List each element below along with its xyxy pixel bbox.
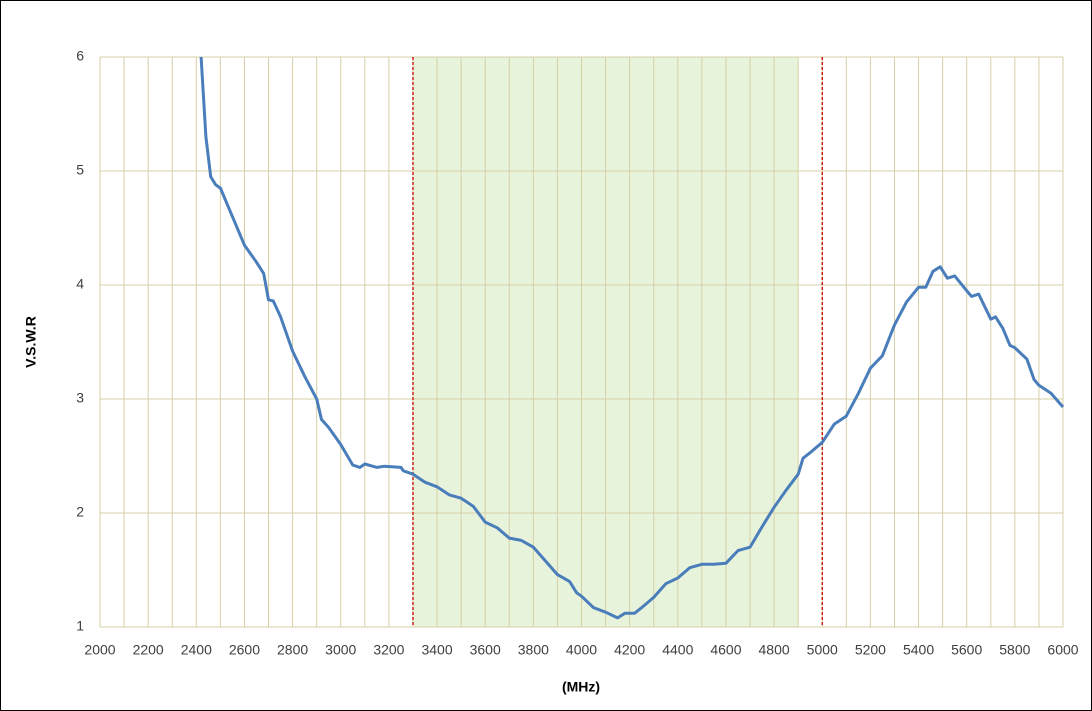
y-tick-label: 3 xyxy=(76,390,84,406)
data-line xyxy=(199,56,1065,620)
x-tick-label: 3400 xyxy=(421,642,452,658)
y-tick-label: 2 xyxy=(76,504,84,520)
x-tick-label: 2200 xyxy=(133,642,164,658)
x-tick-label: 4200 xyxy=(614,642,645,658)
x-tick-label: 4400 xyxy=(662,642,693,658)
y-tick-label: 4 xyxy=(76,276,84,292)
x-tick-label: 3000 xyxy=(325,642,356,658)
y-tick-label: 1 xyxy=(76,618,84,634)
x-tick-label: 4000 xyxy=(566,642,597,658)
x-axis-label: (MHz) xyxy=(562,679,600,695)
x-tick-label: 4600 xyxy=(710,642,741,658)
x-tick-label: 2800 xyxy=(277,642,308,658)
x-tick-label: 4800 xyxy=(759,642,790,658)
y-tick-label: 6 xyxy=(76,48,84,64)
x-tick-label: 5800 xyxy=(999,642,1030,658)
x-tick-label: 5400 xyxy=(903,642,934,658)
x-tick-label: 2400 xyxy=(181,642,212,658)
x-tick-label: 3600 xyxy=(470,642,501,658)
x-tick-label: 5200 xyxy=(855,642,886,658)
x-tick-label: 5000 xyxy=(807,642,838,658)
x-tick-label: 2600 xyxy=(229,642,260,658)
x-tick-label: 2000 xyxy=(84,642,115,658)
x-tick-label: 6000 xyxy=(1047,642,1078,658)
y-axis-label: V.S.W.R xyxy=(23,316,39,368)
x-tick-label: 3200 xyxy=(373,642,404,658)
x-tick-label: 5600 xyxy=(951,642,982,658)
y-tick-label: 5 xyxy=(76,162,84,178)
x-tick-label: 3800 xyxy=(518,642,549,658)
